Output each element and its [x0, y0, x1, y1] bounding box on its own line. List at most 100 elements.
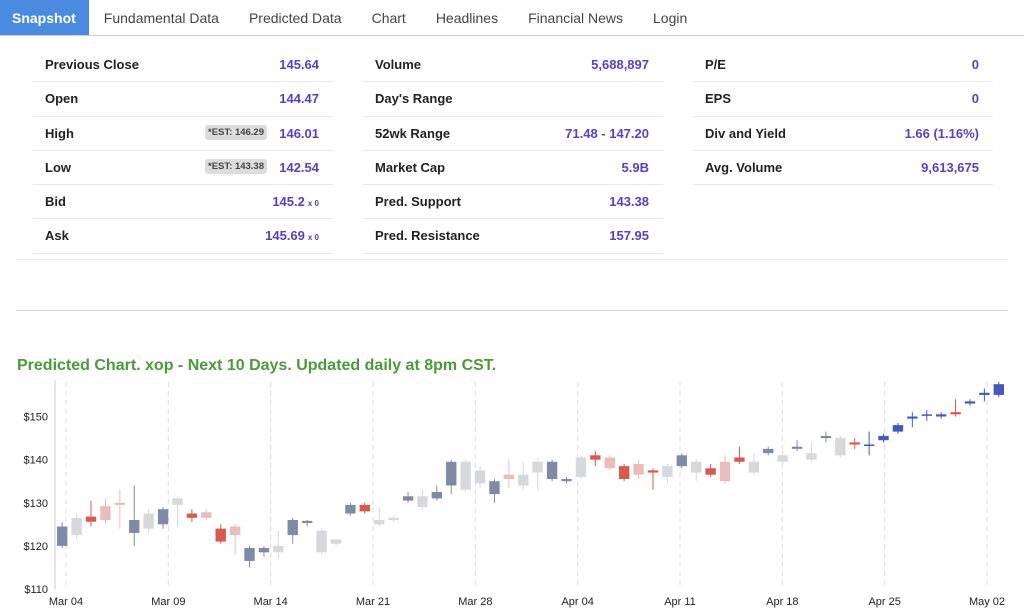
row-label: 52wk Range — [375, 125, 451, 141]
snapshot-row: Bid 145.2 x 0 — [33, 185, 333, 220]
snapshot-row: P/E 0 — [693, 48, 993, 83]
y-tick-label: $110 — [24, 584, 48, 596]
candle-body — [863, 444, 875, 447]
candle-body — [763, 448, 774, 454]
candle-body — [647, 470, 659, 473]
row-label: EPS — [705, 91, 732, 107]
row-value: 143.38 — [609, 194, 649, 209]
candle-body — [561, 479, 572, 482]
snapshot-column-col2: Volume 5,688,897 Day's Range 52wk Range 71.4… — [363, 48, 663, 254]
y-tick-label: $150 — [24, 412, 48, 424]
tab-financial-news[interactable]: Financial News — [528, 9, 624, 26]
row-value: 5,688,897 — [591, 57, 649, 72]
value-text: 71.48 - 147.20 — [565, 125, 649, 141]
row-label: Low — [45, 159, 71, 175]
x-tick-label: Apr 11 — [664, 596, 696, 608]
x-tick-label: Mar 21 — [356, 596, 390, 608]
tab-login[interactable]: Login — [653, 9, 688, 26]
row-label: Ask — [45, 228, 69, 244]
tab-headlines[interactable]: Headlines — [435, 9, 499, 26]
value-text: 9,613,675 — [921, 159, 979, 175]
value-text: 5.9B — [621, 159, 649, 175]
snapshot-row: 52wk Range 71.48 - 147.20 — [363, 117, 663, 151]
candle-body — [431, 491, 443, 499]
candle-body — [993, 384, 1004, 395]
candle-body — [835, 438, 846, 456]
candle-body — [719, 461, 731, 482]
candle-body — [806, 453, 817, 460]
candle-body — [921, 414, 932, 416]
candle-body — [676, 455, 687, 467]
candle-body — [979, 392, 990, 395]
candle-body — [691, 461, 702, 473]
candle-body — [849, 442, 860, 445]
candle-body — [590, 455, 601, 460]
candle-body — [820, 435, 832, 439]
candle-body — [417, 496, 428, 508]
candle-body — [287, 520, 298, 536]
candle-body — [950, 412, 961, 415]
snapshot-row: Volume 5,688,897 — [363, 48, 663, 83]
row-value: 142.54 — [279, 160, 319, 175]
candle-body — [446, 461, 457, 486]
x-tick-label: Mar 04 — [49, 596, 83, 608]
candle-body — [964, 401, 976, 404]
candle-body — [330, 539, 342, 544]
x-tick-label: Mar 28 — [458, 596, 492, 608]
candle-body — [316, 530, 327, 553]
snapshot-row: Day's Range — [363, 82, 663, 117]
candle-body — [460, 461, 471, 490]
row-label: High — [45, 125, 74, 141]
candle-body — [201, 512, 212, 518]
tab-fundamental-data[interactable]: Fundamental Data — [103, 9, 219, 26]
candle-body — [907, 416, 918, 419]
candle-body — [100, 506, 111, 520]
snapshot-row: Market Cap 5.9B — [363, 151, 663, 186]
quote-size: x 0 — [307, 233, 319, 243]
candle-body — [503, 474, 515, 480]
value-text: 144.47 — [279, 91, 319, 107]
divider — [16, 310, 1008, 311]
candle-body — [215, 528, 226, 542]
row-value: 5.9B — [622, 160, 649, 175]
snapshot-row: High 146.01 *EST: 146.29 — [33, 117, 333, 151]
value-text: 157.95 — [609, 228, 649, 244]
candle-body — [388, 517, 399, 520]
chart-title: Predicted Chart. xop - Next 10 Days. Upd… — [17, 357, 497, 374]
row-value: 157.95 — [609, 228, 649, 243]
candle-body — [258, 548, 270, 553]
candle-body — [518, 474, 529, 486]
value-text: 1.66 (1.16%) — [904, 125, 979, 141]
value-text: 146.01 — [279, 125, 319, 141]
tab-chart[interactable]: Chart — [371, 9, 406, 26]
candle-body — [489, 481, 500, 495]
candle-body — [114, 502, 126, 505]
row-label: Day's Range — [375, 91, 453, 107]
row-label: Open — [45, 91, 79, 107]
x-tick-label: Apr 25 — [868, 596, 900, 608]
candle-body — [633, 463, 644, 475]
candle-body — [129, 520, 140, 533]
candle-body — [157, 509, 169, 525]
divider — [16, 259, 1008, 260]
candle-body — [374, 520, 385, 525]
snapshot-row: Pred. Support 143.38 — [363, 185, 663, 220]
candle-body — [172, 498, 183, 505]
row-value: 145.64 — [279, 57, 319, 72]
snapshot-row: EPS 0 — [693, 82, 993, 117]
value-text: 0 — [971, 57, 979, 72]
candle-body — [777, 455, 788, 462]
candle-body — [85, 516, 97, 522]
snapshot-row: Pred. Resistance 157.95 — [363, 219, 663, 254]
estimate-badge: *EST: 143.38 — [205, 158, 267, 174]
row-label: Avg. Volume — [705, 159, 783, 175]
y-tick-label: $130 — [24, 498, 48, 510]
candle-body — [359, 504, 370, 512]
row-label: Div and Yield — [705, 125, 786, 141]
tab-snapshot[interactable]: Snapshot — [0, 0, 89, 35]
row-value: 144.47 — [279, 91, 319, 106]
row-label: Market Cap — [375, 159, 446, 175]
candle-body — [662, 466, 673, 477]
tab-predicted-data[interactable]: Predicted Data — [248, 9, 342, 26]
candle-body — [474, 470, 486, 484]
